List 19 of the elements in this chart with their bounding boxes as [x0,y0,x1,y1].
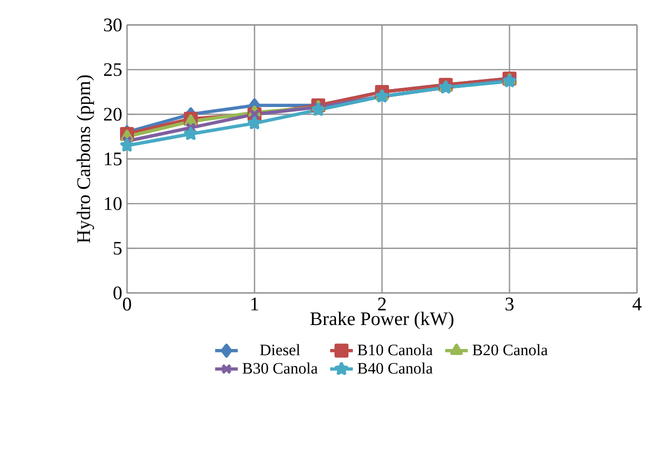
x-tick-label: 3 [506,298,514,311]
legend-label: B40 Canola [358,362,433,374]
y-axis-title: Hydro Carbons (ppm) [76,75,94,243]
x-axis-title: Brake Power (kW) [310,312,454,330]
y-tick-label: 30 [104,18,122,32]
y-tick-label: 0 [113,286,122,300]
legend-label: B30 Canola [242,362,318,374]
y-tick-label: 25 [104,63,122,76]
y-tick-label: 20 [104,108,122,121]
legend-label: B10 Canola [358,344,433,356]
legend-label: B20 Canola [472,344,548,356]
x-tick-label: 0 [122,298,132,311]
y-tick-label: 10 [104,197,122,210]
x-tick-label: 2 [378,298,386,310]
y-tick-label: 5 [114,242,122,255]
x-tick-label: 4 [632,298,642,310]
y-tick-label: 15 [104,152,122,166]
x-tick-label: 1 [251,298,258,310]
legend-label: Diesel [260,344,300,356]
